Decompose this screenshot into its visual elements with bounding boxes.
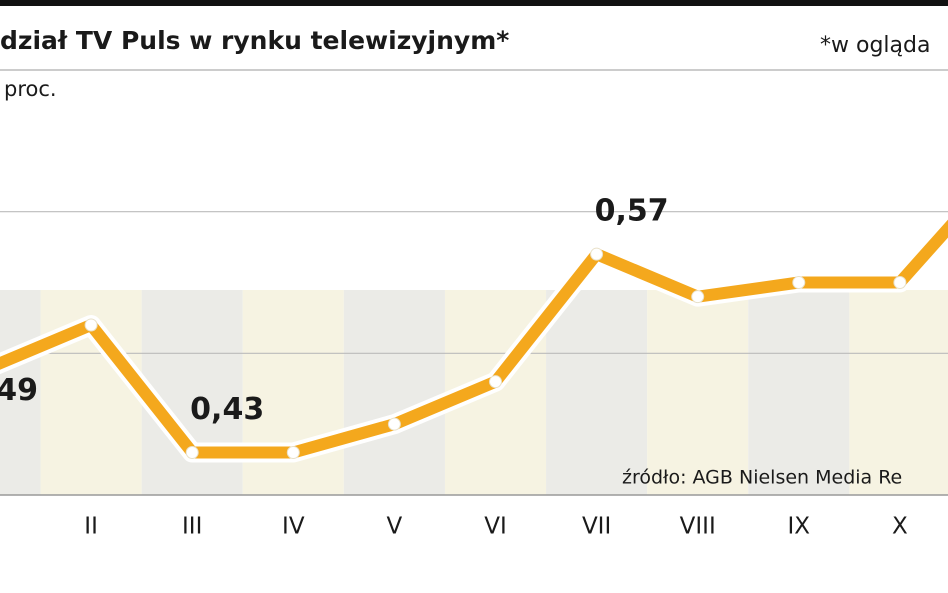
point xyxy=(286,446,300,459)
point xyxy=(84,318,98,332)
chart-subtitle: *w ogląda xyxy=(820,33,930,58)
band xyxy=(343,290,445,495)
point xyxy=(185,446,199,459)
point xyxy=(691,290,705,304)
value-label: 0,43 xyxy=(190,392,264,427)
x-tick-label: V xyxy=(387,514,403,540)
x-tick-label: X xyxy=(892,514,908,540)
y-axis-label: proc. xyxy=(4,77,57,101)
x-tick-label: VII xyxy=(582,514,611,540)
x-tick-label: III xyxy=(182,514,202,540)
band xyxy=(748,290,850,495)
x-tick-label: VIII xyxy=(680,514,716,540)
x-tick-label: II xyxy=(84,514,98,540)
point xyxy=(893,276,907,289)
band xyxy=(546,290,648,495)
top-bar xyxy=(0,0,948,6)
x-tick-label: IV xyxy=(282,514,305,540)
point xyxy=(590,247,604,261)
source: źródło: AGB Nielsen Media Re xyxy=(622,467,902,489)
point xyxy=(489,375,502,389)
point xyxy=(792,276,806,289)
x-tick-label: VI xyxy=(484,514,507,540)
band xyxy=(647,290,749,495)
point xyxy=(387,417,401,431)
value-label: 0,57 xyxy=(595,194,669,229)
value-label: 0,49 xyxy=(0,373,38,408)
x-tick-label: IX xyxy=(788,514,811,540)
band xyxy=(849,290,948,495)
bands xyxy=(0,290,948,495)
chart-title: dział TV Puls w rynku telewizyjnym* xyxy=(0,26,509,55)
band xyxy=(0,290,41,495)
